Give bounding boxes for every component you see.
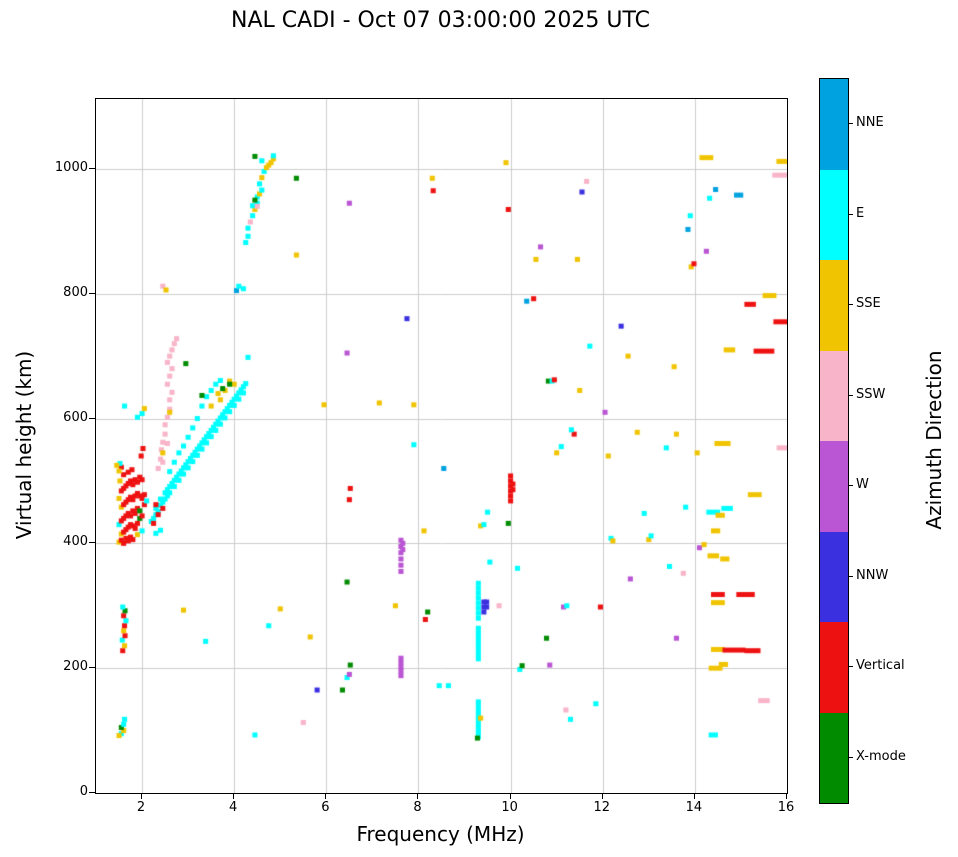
y-tick-label: 600 [63, 409, 88, 425]
colorbar-label-e: E [856, 205, 865, 221]
y-tick-mark [89, 667, 95, 669]
x-tick-label: 6 [321, 800, 330, 815]
scatter-canvas [96, 99, 787, 793]
y-tick-label: 400 [63, 534, 88, 550]
y-axis-label: Virtual height (km) [12, 350, 36, 540]
colorbar-label-ssw: SSW [856, 386, 886, 402]
x-tick-mark [141, 793, 143, 799]
x-tick-label: 14 [685, 800, 703, 815]
colorbar-label-nnw: NNW [856, 567, 889, 583]
colorbar-segment-nnw [820, 531, 848, 622]
y-tick-mark [89, 292, 95, 294]
y-tick-label: 200 [63, 659, 88, 675]
x-tick-mark [509, 793, 511, 799]
x-tick-mark [233, 793, 235, 799]
y-tick-mark [89, 792, 95, 793]
x-tick-label: 10 [501, 800, 518, 815]
colorbar-segment-ssw [820, 350, 848, 441]
x-tick-mark [417, 793, 419, 799]
colorbar-label-x-mode: X-mode [856, 748, 906, 764]
x-tick-mark [601, 793, 603, 799]
x-tick-mark [693, 793, 695, 799]
colorbar [819, 78, 849, 804]
x-tick-mark [786, 793, 787, 799]
colorbar-tick [848, 756, 853, 758]
x-tick-label: 16 [777, 800, 795, 815]
x-tick-label: 8 [413, 800, 422, 815]
colorbar-tick [848, 666, 853, 668]
colorbar-segment-sse [820, 260, 848, 351]
x-tick-label: 2 [136, 800, 146, 815]
colorbar-segment-vertical [820, 622, 848, 713]
colorbar-segment-x-mode [820, 712, 848, 803]
chart-title: NAL CADI - Oct 07 03:00:00 2025 UTC [231, 8, 650, 33]
colorbar-tick [848, 123, 853, 125]
colorbar-label-w: W [856, 477, 869, 493]
x-tick-label: 12 [593, 800, 610, 815]
colorbar-label-nne: NNE [856, 115, 884, 131]
colorbar-segment-e [820, 169, 848, 260]
x-tick-mark [325, 793, 327, 799]
colorbar-tick [848, 575, 853, 577]
y-tick-mark [89, 542, 95, 544]
y-tick-label: 800 [63, 284, 88, 300]
colorbar-tick [848, 394, 853, 396]
y-tick-label: 0 [79, 784, 88, 799]
colorbar-tick [848, 485, 853, 487]
colorbar-label-vertical: Vertical [856, 658, 905, 674]
y-tick-mark [89, 417, 95, 419]
colorbar-axis-label: Azimuth Direction [922, 350, 946, 530]
colorbar-segment-nne [820, 79, 848, 170]
y-tick-mark [89, 167, 95, 169]
colorbar-tick [848, 213, 853, 215]
plot-area [95, 98, 788, 794]
colorbar-tick [848, 304, 853, 306]
x-axis-label: Frequency (MHz) [356, 822, 525, 846]
x-tick-label: 4 [229, 800, 238, 815]
colorbar-segment-w [820, 441, 848, 532]
colorbar-label-sse: SSE [856, 296, 881, 312]
y-tick-label: 1000 [54, 159, 88, 175]
